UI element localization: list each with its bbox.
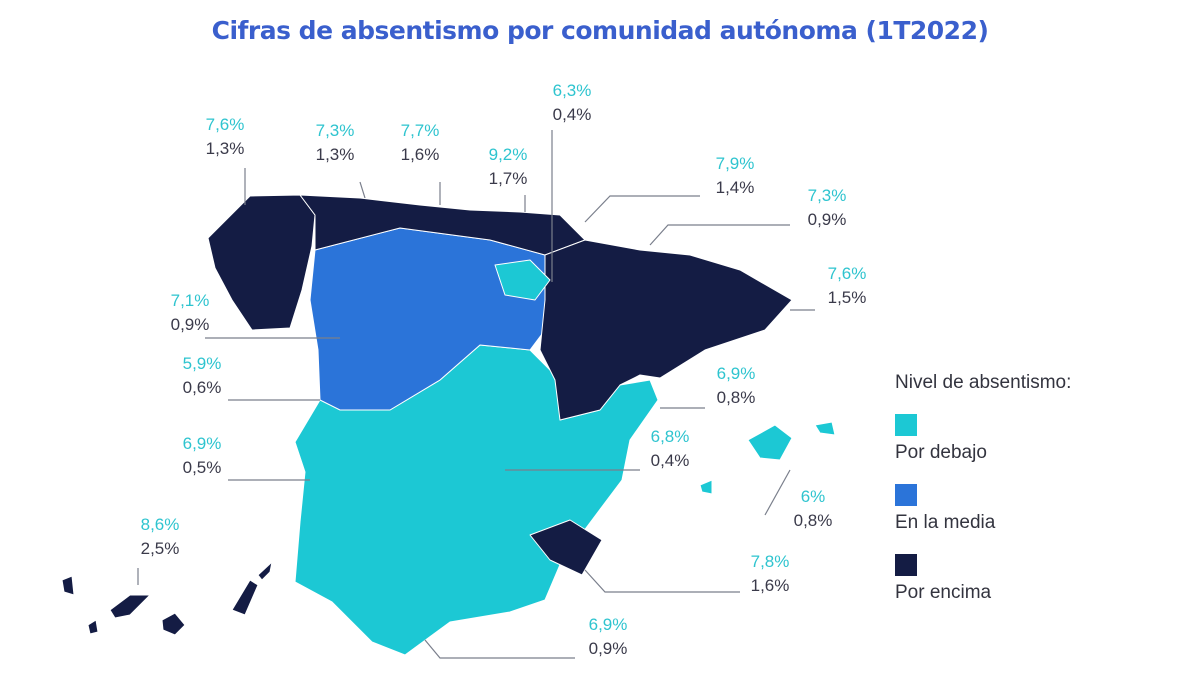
region-canarias-1	[61, 575, 75, 596]
absence-rate: 6,8%	[650, 427, 690, 446]
secondary-rate: 0,9%	[588, 639, 628, 658]
region-canarias-3	[161, 612, 186, 636]
absence-rate: 8,6%	[140, 515, 180, 534]
region-murcia	[529, 519, 603, 576]
absence-rate: 7,8%	[750, 552, 790, 571]
absence-rate: 7,7%	[400, 121, 440, 140]
secondary-rate: 0,9%	[170, 315, 210, 334]
region-south-below	[294, 344, 659, 656]
legend-label-below: Por debajo	[895, 442, 987, 463]
label-la-rioja: 6,3% 0,4%	[542, 79, 602, 127]
absence-rate: 5,9%	[182, 354, 222, 373]
label-aragon: 7,3% 0,9%	[797, 184, 857, 232]
secondary-rate: 0,8%	[793, 511, 833, 530]
secondary-rate: 1,6%	[750, 576, 790, 595]
label-castilla-y-leon: 7,1% 0,9%	[160, 289, 220, 337]
legend-label-above: Por encima	[895, 582, 992, 603]
secondary-rate: 1,4%	[715, 178, 755, 197]
secondary-rate: 1,3%	[315, 145, 355, 164]
label-madrid: 5,9% 0,6%	[172, 352, 232, 400]
region-canarias-4	[231, 579, 259, 616]
region-aragon-cataluna	[539, 239, 793, 421]
label-murcia: 7,8% 1,6%	[740, 550, 800, 598]
absence-rate: 6,9%	[182, 434, 222, 453]
legend: Nivel de absentismo: Por debajo En la me…	[895, 372, 1071, 624]
secondary-rate: 1,6%	[400, 145, 440, 164]
absence-rate: 7,9%	[715, 154, 755, 173]
legend-swatch-average	[895, 484, 917, 506]
secondary-rate: 1,5%	[827, 288, 867, 307]
secondary-rate: 0,4%	[552, 105, 592, 124]
label-cataluna: 7,6% 1,5%	[817, 262, 877, 310]
label-baleares: 6% 0,8%	[783, 485, 843, 533]
secondary-rate: 0,6%	[182, 378, 222, 397]
region-baleares-menorca	[814, 421, 836, 436]
page-title: Cifras de absentismo por comunidad autón…	[211, 16, 989, 45]
label-andalucia: 6,9% 0,9%	[578, 613, 638, 661]
label-valencia: 6,9% 0,8%	[706, 362, 766, 410]
region-baleares-ibiza	[699, 479, 713, 495]
legend-title: Nivel de absentismo:	[895, 372, 1072, 393]
absence-rate: 6,9%	[588, 615, 628, 634]
secondary-rate: 0,5%	[182, 458, 222, 477]
label-extremadura: 6,9% 0,5%	[172, 432, 232, 480]
absence-rate: 9,2%	[488, 145, 528, 164]
label-pais-vasco: 9,2% 1,7%	[478, 143, 538, 191]
secondary-rate: 2,5%	[140, 539, 180, 558]
legend-swatch-above	[895, 554, 917, 576]
label-canarias: 8,6% 2,5%	[130, 513, 190, 561]
secondary-rate: 1,3%	[205, 139, 245, 158]
label-galicia: 7,6% 1,3%	[195, 113, 255, 161]
label-navarra: 7,9% 1,4%	[705, 152, 765, 200]
secondary-rate: 1,7%	[488, 169, 528, 188]
label-castilla-la-mancha: 6,8% 0,4%	[640, 425, 700, 473]
label-asturias: 7,3% 1,3%	[305, 119, 365, 167]
label-cantabria: 7,7% 1,6%	[390, 119, 450, 167]
absence-rate: 7,6%	[827, 264, 867, 283]
secondary-rate: 0,4%	[650, 451, 690, 470]
absence-rate: 6,9%	[716, 364, 756, 383]
absence-rate: 7,3%	[315, 121, 355, 140]
secondary-rate: 0,8%	[716, 388, 756, 407]
region-canarias-2	[109, 594, 151, 619]
region-baleares-mallorca	[747, 424, 793, 461]
region-galicia	[207, 194, 316, 331]
region-canarias-5	[257, 561, 273, 581]
absence-rate: 7,6%	[205, 115, 245, 134]
region-canarias-6	[87, 619, 99, 635]
legend-swatch-below	[895, 414, 917, 436]
legend-label-average: En la media	[895, 512, 996, 533]
leader-lines	[137, 130, 815, 659]
absence-rate: 6,3%	[552, 81, 592, 100]
absence-rate: 7,3%	[807, 186, 847, 205]
absence-rate: 7,1%	[170, 291, 210, 310]
region-la-rioja	[494, 259, 551, 301]
secondary-rate: 0,9%	[807, 210, 847, 229]
absence-rate: 6%	[800, 487, 826, 506]
